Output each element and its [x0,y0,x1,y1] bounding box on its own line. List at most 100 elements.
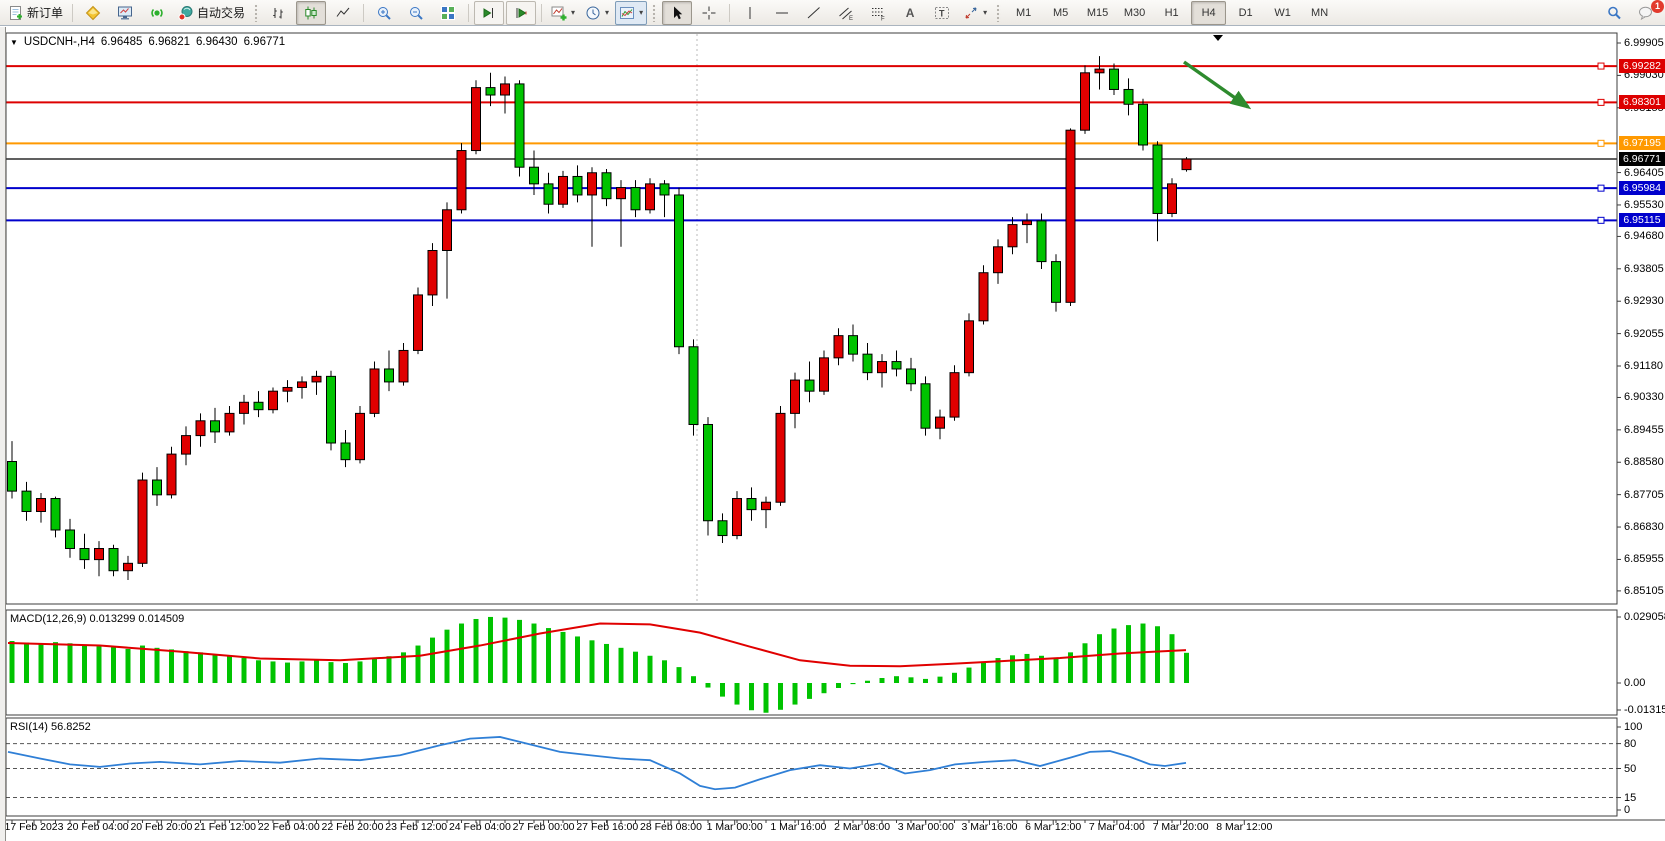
candles [7,56,1192,580]
price-tick-label: 6.88580 [1624,456,1664,469]
search-button[interactable] [1599,1,1629,25]
timeframe-d1-button[interactable]: D1 [1238,6,1253,19]
horizontal-line-icon [776,12,789,13]
rsi-panel [6,736,1617,799]
horizontal-line[interactable] [6,62,1617,70]
dropdown-arrow-icon: ▾ [605,8,610,17]
horizontal-line[interactable] [6,216,1617,224]
price-tick-label: 6.91180 [1624,359,1663,372]
periods-button[interactable]: ▾ [581,1,613,25]
zoom-out-button[interactable] [401,1,431,25]
time-label: 3 Mar 00:00 [897,821,954,833]
title-collapse-icon[interactable]: ▼ [10,37,18,47]
ohlc-low: 6.96430 [196,36,238,48]
svg-text:F: F [881,16,885,21]
candlestick-chart-button[interactable] [296,0,327,25]
channel-tool-button[interactable]: E [831,1,861,25]
notifications-button[interactable]: 1 [1631,0,1664,25]
timeframe-w1-button[interactable]: W1 [1274,6,1291,19]
chart-title: ▼ USDCNH-,H4 6.96485 6.96821 6.96430 6.9… [10,36,285,48]
horizontal-line[interactable] [6,139,1617,147]
chart-template-icon [620,6,635,19]
label-tool-button[interactable]: T [927,1,957,25]
chart-shift-button[interactable] [506,0,537,25]
arrows-shapes-icon [965,7,977,18]
timeframe-m1-button[interactable]: M1 [1015,6,1032,19]
arrows-tool-button[interactable]: ▾ [959,1,991,25]
macd-panel [7,616,1189,713]
time-label: 27 Feb 16:00 [576,821,639,833]
add-indicator-button[interactable]: ▾ [547,1,579,25]
text-tool-button[interactable]: A [895,1,925,25]
time-label: 7 Mar 20:00 [1152,821,1209,833]
tile-windows-button[interactable] [433,1,463,25]
market-watch-button[interactable] [110,1,140,25]
notification-badge: 1 [1651,0,1664,13]
auto-trading-button[interactable]: 自动交易 [174,1,249,25]
window-splitter[interactable] [0,27,6,841]
label-tool-icon: T [935,6,950,19]
terminal-monitor-icon [118,6,133,19]
hline-price-badge[interactable]: 6.95115 [1619,213,1665,228]
toolbar-separator [541,3,543,22]
cursor-tool-button[interactable] [662,0,693,25]
signals-button[interactable] [142,1,172,25]
trendline-tool-button[interactable] [799,1,829,25]
rsi-scale-label: 100 [1624,721,1643,733]
hline-price-badge[interactable]: 6.98301 [1619,95,1665,110]
search-icon [1608,6,1621,19]
toolbar-grip [996,3,1002,22]
hline-price-badge[interactable]: 6.95984 [1619,181,1665,196]
chart-shift-marker [1213,35,1223,41]
text-tool-icon: A [905,5,915,20]
macd-label: MACD(12,26,9) 0.013299 0.014509 [10,613,185,625]
price-tick-label: 6.85105 [1624,584,1664,597]
annotation-arrow[interactable] [1182,60,1252,110]
auto-scroll-button[interactable] [474,0,505,25]
auto-trading-icon [178,5,193,20]
bar-chart-button[interactable] [264,1,294,25]
fibonacci-tool-button[interactable]: F [863,1,893,25]
new-order-button[interactable]: 新订单 [4,1,67,25]
time-label: 17 Feb 2023 [4,821,64,833]
mql-editor-button[interactable] [78,1,108,25]
chat-bubble-icon [1639,6,1652,20]
crosshair-tool-button[interactable] [694,1,724,25]
horizontal-line[interactable] [6,98,1617,106]
auto-scroll-icon [483,7,494,18]
timeframe-m30-button[interactable]: M30 [1123,6,1146,19]
ohlc-close: 6.96771 [243,36,286,48]
vertical-line-icon [749,6,751,19]
candlestick-chart-icon [305,6,317,19]
zoom-in-button[interactable] [369,1,399,25]
ohlc-high: 6.96821 [148,36,190,48]
time-label: 2 Mar 08:00 [834,821,891,833]
tile-windows-icon [441,5,456,20]
hline-price-badge[interactable]: 6.99282 [1619,59,1665,74]
timeframe-mn-button[interactable]: MN [1311,6,1329,19]
crosshair-icon [702,6,716,19]
svg-text:E: E [849,16,853,21]
price-tick-label: 6.87705 [1624,488,1664,501]
timeframe-h4-button[interactable]: H4 [1191,0,1227,25]
time-label: 20 Feb 20:00 [130,821,193,833]
toolbar-grip [652,3,658,22]
rsi-scale-label: 80 [1624,737,1637,750]
current-price-badge: 6.96771 [1619,152,1665,167]
vertical-line-tool-button[interactable] [735,1,765,25]
template-button[interactable]: ▾ [615,0,648,25]
bar-chart-icon [273,7,283,18]
hline-price-badge[interactable]: 6.97195 [1619,136,1665,151]
timeframe-m15-button[interactable]: M15 [1086,6,1109,19]
horizontal-line[interactable] [6,184,1617,192]
horizontal-line-tool-button[interactable] [767,1,797,25]
line-chart-button[interactable] [328,1,358,25]
rsi-label: RSI(14) 56.8252 [10,721,91,733]
rsi-scale-label: 0 [1624,804,1631,816]
fibonacci-icon: F [872,7,885,21]
dropdown-arrow-icon: ▾ [639,8,644,17]
equidistant-channel-icon: E [839,7,853,21]
timeframe-h1-button[interactable]: H1 [1164,6,1179,19]
timeframe-m5-button[interactable]: M5 [1052,6,1069,19]
